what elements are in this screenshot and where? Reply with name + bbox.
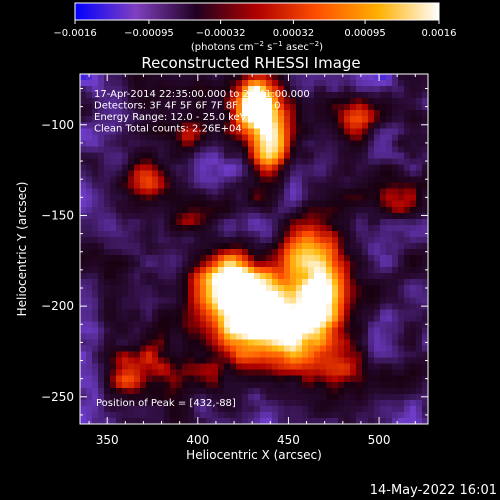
plot-frame — [79, 73, 429, 425]
colorbar-units: (photons cm−2 s−1 asec−2) — [191, 40, 323, 53]
y-tick-label: −100 — [41, 118, 74, 132]
heatmap-pixels — [80, 74, 428, 424]
y-axis-label: Heliocentric Y (arcsec) — [15, 182, 29, 317]
colorbar-tick-label: −0.00095 — [124, 28, 174, 39]
colorbar-frame — [74, 2, 440, 21]
heatmap-image — [80, 74, 428, 424]
colorbar — [75, 3, 439, 20]
annotation-line: Energy Range: 12.0 - 25.0 keV — [94, 112, 247, 123]
colorbar-ticks: −0.0016 −0.00095 −0.00032 0.00032 0.00095 0.0… — [53, 20, 457, 39]
y-tick-label: −200 — [41, 299, 74, 313]
footer-timestamp: 14-May-2022 16:01 — [370, 483, 497, 498]
x-tick-label: 450 — [277, 433, 300, 447]
x-axis-label: Heliocentric X (arcsec) — [186, 448, 322, 462]
chart-title: Reconstructed RHESSI Image — [141, 54, 360, 72]
x-tick-label: 500 — [368, 433, 391, 447]
colorbar-tick-label: 0.00032 — [273, 28, 314, 39]
x-tick-label: 350 — [96, 433, 119, 447]
x-tick-label: 400 — [186, 433, 209, 447]
colorbar-tick-label: −0.0016 — [53, 28, 96, 39]
annotation-line: Clean Total counts: 2.26E+04 — [94, 124, 242, 135]
colorbar-tick-label: 0.0016 — [422, 28, 457, 39]
annotation-line: Detectors: 3F 4F 5F 6F 7F 8F 9F Att 0 — [94, 101, 280, 112]
annotation-line: 17-Apr-2014 22:35:00.000 to 22:41:00.000 — [94, 89, 310, 100]
y-tick-label: −150 — [41, 208, 74, 222]
colorbar-tick-label: −0.00032 — [196, 28, 246, 39]
colorbar-tick-label: 0.00095 — [344, 28, 385, 39]
peak-position-label: Position of Peak = [432,-88] — [96, 398, 236, 409]
annotation-block: 17-Apr-2014 22:35:00.000 to 22:41:00.000… — [94, 89, 310, 135]
y-tick-label: −250 — [41, 390, 74, 404]
axes: 350 400 450 500 −100 −150 −200 −250 — [41, 74, 428, 447]
